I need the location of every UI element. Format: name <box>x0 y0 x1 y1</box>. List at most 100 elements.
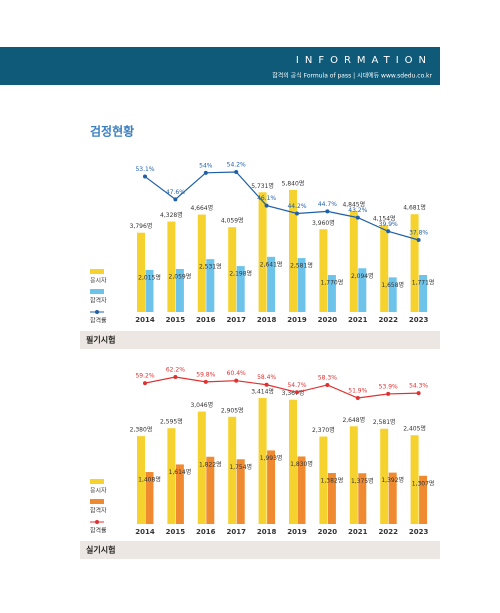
x-tick-label: 2018 <box>257 316 277 324</box>
legend-swatch <box>90 269 104 274</box>
rate-point <box>203 170 208 175</box>
rate-label: 59.8% <box>196 371 215 378</box>
data-label: 5,731명 <box>251 182 274 190</box>
rate-point <box>173 197 178 202</box>
data-label: 3,046명 <box>190 401 213 409</box>
legend-swatch <box>90 289 104 294</box>
x-tick-label: 2020 <box>318 316 338 324</box>
bar <box>167 221 176 312</box>
section-band <box>80 541 440 559</box>
data-label: 2,648명 <box>342 416 365 424</box>
rate-label: 43.2% <box>348 207 367 214</box>
data-label: 2,370명 <box>312 426 335 434</box>
data-label: 2,641명 <box>260 260 283 268</box>
section-title: 검정현황 <box>90 124 134 139</box>
rate-label: 59.2% <box>135 373 154 380</box>
data-label: 1,307명 <box>412 479 435 487</box>
bar <box>327 275 336 312</box>
data-label: 2,581명 <box>290 262 313 270</box>
data-label: 2,015명 <box>138 273 161 281</box>
rate-line <box>144 376 419 399</box>
legend-label: 합격률 <box>90 317 107 325</box>
data-label: 3,414명 <box>251 388 274 396</box>
bar <box>206 259 215 312</box>
rate-point <box>295 211 299 216</box>
data-label: 2,581명 <box>373 418 396 426</box>
rate-label: 58.3% <box>318 374 337 381</box>
rate-point <box>386 391 391 396</box>
rate-point <box>143 174 147 179</box>
bar <box>175 268 184 312</box>
bar <box>197 214 206 312</box>
header-subtitle: 합격의 공식 Formula of pass | 시대에듀 www.sdedu.… <box>272 72 432 80</box>
x-tick-label: 2021 <box>348 316 368 324</box>
bar <box>236 459 245 524</box>
rate-label: 54.3% <box>409 383 428 390</box>
data-label: 4,845명 <box>342 200 365 208</box>
data-label: 1,614명 <box>169 468 192 476</box>
bar <box>206 456 215 524</box>
data-label: 1,830명 <box>290 460 313 468</box>
rate-label: 39.9% <box>379 221 398 228</box>
x-tick-label: 2015 <box>166 528 186 536</box>
data-label: 3,960명 <box>312 219 335 227</box>
section-band <box>80 331 440 349</box>
bar <box>349 426 358 524</box>
bar <box>197 411 206 524</box>
data-label: 4,681명 <box>403 204 426 212</box>
bar <box>297 258 306 312</box>
legend-label: 합격률 <box>90 527 107 535</box>
rate-point <box>143 381 147 386</box>
data-label: 1,822명 <box>199 460 222 468</box>
bar <box>388 277 397 312</box>
legend-label: 합격자 <box>90 297 107 305</box>
x-tick-label: 2015 <box>166 316 186 324</box>
rate-point <box>234 170 239 174</box>
bar <box>358 473 367 524</box>
bar <box>289 190 297 312</box>
bar <box>410 435 419 524</box>
legend-dot <box>95 310 99 314</box>
bar <box>388 472 397 524</box>
bar <box>289 399 297 524</box>
data-label: 2,094명 <box>351 272 374 280</box>
x-tick-label: 2019 <box>287 528 307 536</box>
rate-point <box>173 375 178 379</box>
bar <box>297 456 306 524</box>
data-label: 4,664명 <box>190 204 213 212</box>
bar <box>380 225 389 312</box>
data-label: 1,771명 <box>412 279 435 287</box>
rate-label: 47.6% <box>166 189 185 196</box>
bar <box>419 475 428 524</box>
bar <box>228 416 237 524</box>
data-label: 2,405명 <box>403 425 426 433</box>
data-label: 4,059명 <box>221 217 244 225</box>
rate-point <box>264 382 269 387</box>
x-tick-label: 2018 <box>257 528 277 536</box>
rate-point <box>416 238 421 242</box>
x-tick-label: 2023 <box>409 316 429 324</box>
x-tick-label: 2016 <box>196 528 216 536</box>
data-label: 2,198명 <box>229 270 252 278</box>
x-tick-label: 2022 <box>378 528 398 536</box>
x-tick-label: 2017 <box>226 316 246 324</box>
data-label: 5,840명 <box>282 180 305 188</box>
section-label: 필기시험 <box>86 335 115 345</box>
x-tick-label: 2022 <box>378 316 398 324</box>
x-tick-label: 2014 <box>135 528 155 536</box>
header-band <box>0 47 440 85</box>
rate-point <box>355 215 360 220</box>
rate-point <box>295 390 299 395</box>
bar <box>167 428 176 524</box>
bar <box>319 229 328 312</box>
rate-label: 54% <box>199 162 213 169</box>
data-label: 1,770명 <box>321 279 344 287</box>
bar <box>358 268 367 312</box>
rate-label: 37.8% <box>409 230 428 237</box>
data-label: 1,658명 <box>381 281 404 289</box>
rate-label: 60.4% <box>227 370 246 377</box>
bar <box>145 269 154 312</box>
x-tick-label: 2019 <box>287 316 307 324</box>
bar <box>410 214 419 312</box>
